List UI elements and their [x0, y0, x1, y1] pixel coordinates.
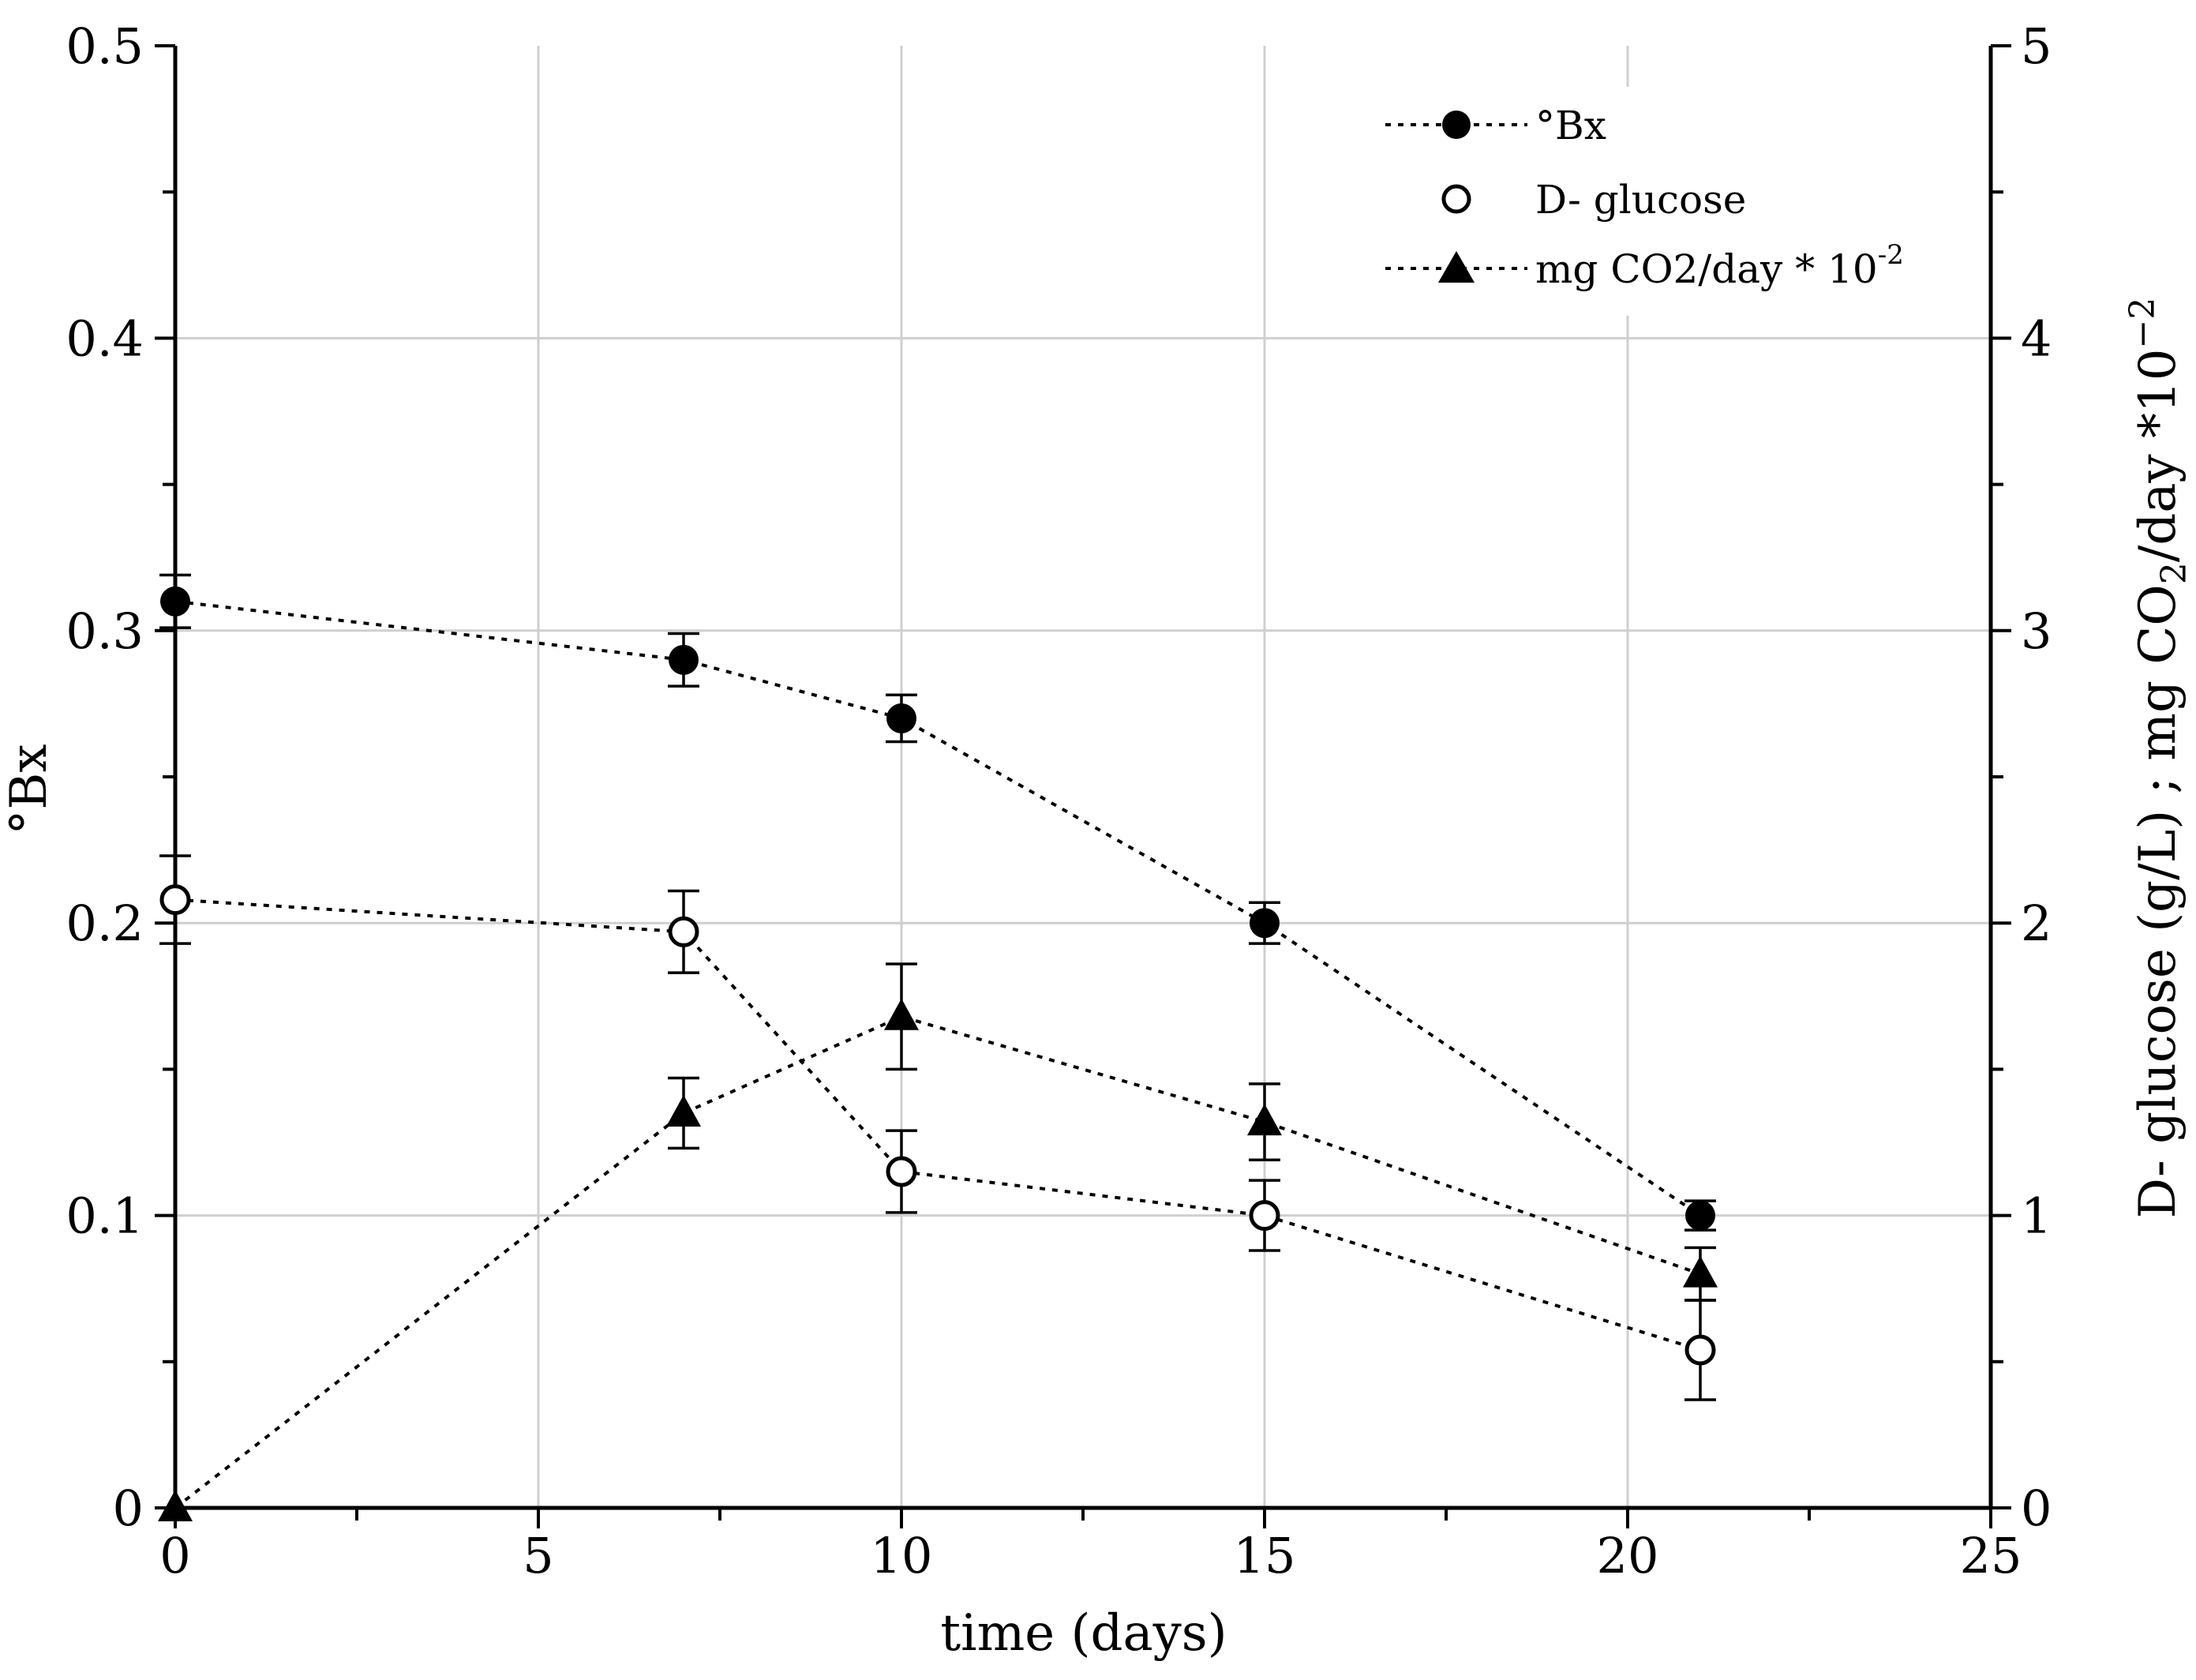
y-right-title-mid: /day *10 [2129, 349, 2187, 563]
y-right-title-sup: −2 [2123, 298, 2163, 349]
point-bx [1685, 1200, 1715, 1231]
legend-label-co2-sup: -2 [1878, 239, 1904, 271]
series-line-co2 [174, 1014, 1701, 1509]
y-left-tick-label: 0.4 [66, 309, 144, 367]
y-left-tick-label: 0 [113, 1479, 144, 1537]
x-tick-label: 0 [159, 1527, 190, 1584]
point-glucose [668, 916, 699, 947]
y-right-tick-label: 2 [2021, 894, 2052, 952]
x-axis-title: time (days) [940, 1604, 1227, 1663]
legend-label-co2-main: mg CO2/day * 10 [1535, 246, 1878, 292]
point-bx [1250, 908, 1280, 939]
point-glucose [1684, 1334, 1716, 1366]
point-co2 [884, 998, 919, 1030]
x-tick-label: 25 [1960, 1527, 2022, 1584]
y-right-tick-label: 0 [2021, 1479, 2052, 1537]
y-left-tick-label: 0.5 [66, 17, 144, 75]
point-glucose [159, 884, 191, 916]
y-right-axis-title: D- glucose (g/L) ; mg CO2/day *10−2 [2123, 298, 2194, 1219]
point-co2 [1683, 1255, 1718, 1288]
y-left-axis-title: °Bx [0, 744, 58, 834]
y-left-tick-label: 0.3 [66, 602, 144, 660]
point-bx [160, 586, 190, 617]
point-co2 [158, 1490, 193, 1521]
x-tick-label: 5 [523, 1527, 553, 1584]
legend-label-bx: °Bx [1535, 103, 1606, 148]
legend-marker-co2 [1438, 251, 1475, 283]
y-right-title-main: D- glucose (g/L) ; mg CO [2129, 584, 2187, 1218]
y-left-tick-label: 0.2 [66, 894, 144, 952]
y-right-tick-label: 3 [2021, 602, 2052, 660]
lines-layer [174, 599, 1702, 1509]
legend-label-co2: mg CO2/day * 10-2 [1535, 239, 1904, 292]
series-line-bx [174, 599, 1702, 1217]
legend-label-glucose: D- glucose [1535, 177, 1746, 223]
point-bx [669, 644, 699, 675]
y-right-tick-label: 4 [2021, 309, 2052, 367]
y-right-tick-label: 5 [2021, 17, 2052, 75]
point-glucose [1249, 1200, 1280, 1232]
x-tick-label: 20 [1597, 1527, 1659, 1584]
legend-marker-bx [1442, 111, 1471, 139]
point-co2 [666, 1094, 701, 1127]
marks-layer [158, 573, 1718, 1521]
point-bx [886, 703, 916, 733]
y-right-title-sub: 2 [2154, 562, 2194, 584]
y-left-tick-label: 0.1 [66, 1187, 144, 1245]
x-tick-label: 10 [871, 1527, 933, 1584]
x-tick-label: 15 [1234, 1527, 1296, 1584]
y-right-tick-label: 1 [2021, 1187, 2052, 1245]
point-co2 [1247, 1104, 1282, 1136]
legend-marker-glucose [1441, 184, 1471, 214]
series-line-glucose [174, 898, 1701, 1352]
point-glucose [886, 1156, 917, 1187]
legend: °Bx D- glucose mg CO2/day * 10-2 [1373, 87, 1958, 316]
